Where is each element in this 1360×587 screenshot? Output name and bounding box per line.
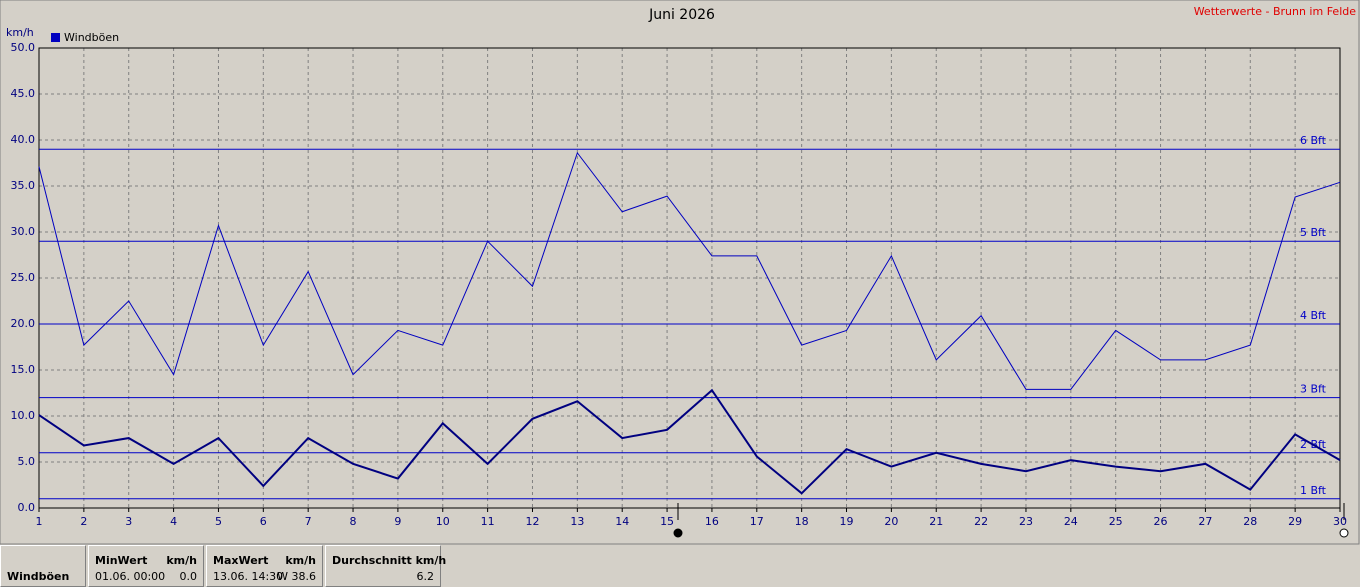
x-tick-label: 15 [660,515,674,528]
x-tick-label: 26 [1154,515,1168,528]
x-tick-label: 8 [350,515,357,528]
x-tick-label: 23 [1019,515,1033,528]
x-tick-label: 11 [481,515,495,528]
x-tick-label: 22 [974,515,988,528]
y-tick-label: 40.0 [11,133,36,146]
x-tick-label: 14 [615,515,629,528]
stats-table: Windböen MinWert km/h 01.06. 00:00 0.0 M… [0,545,1360,587]
reference-label: 1 Bft [1300,484,1327,497]
value: W 38.6 [277,570,316,583]
x-tick-label: 12 [525,515,539,528]
y-tick-label: 0.0 [18,501,36,514]
x-tick-label: 25 [1109,515,1123,528]
header: Durchschnitt km/h [332,554,447,567]
legend-swatch [51,33,60,42]
y-tick-label: 35.0 [11,179,36,192]
x-tick-label: 17 [750,515,764,528]
header: MaxWert [213,554,269,567]
legend-label: Windböen [64,31,119,44]
x-tick-label: 3 [125,515,132,528]
row-label: Windböen [7,570,70,583]
x-tick-label: 16 [705,515,719,528]
reference-label: 6 Bft [1300,134,1327,147]
y-tick-label: 30.0 [11,225,36,238]
x-tick-label: 19 [840,515,854,528]
x-tick-label: 13 [570,515,584,528]
y-tick-label: 25.0 [11,271,36,284]
new-moon-icon [673,528,683,538]
source: Wetterwerte - Brunn im Felde [1194,5,1357,18]
x-tick-label: 27 [1198,515,1212,528]
x-tick-label: 28 [1243,515,1257,528]
stats-cell: Durchschnitt km/h 6.2 [325,545,446,587]
chart: Juni 2026 Wetterwerte - Brunn im Felde k… [0,0,1360,545]
value: 6.2 [416,570,435,583]
unit: km/h [285,554,316,567]
time: 13.06. 14:30 [213,570,284,583]
reference-label: 5 Bft [1300,226,1327,239]
chart-title: Juni 2026 [648,7,715,23]
series-line [38,388,1341,495]
x-tick-label: 1 [36,515,43,528]
x-tick-label: 21 [929,515,943,528]
value: 0.0 [179,570,198,583]
x-tick-label: 5 [215,515,222,528]
y-tick-label: 5.0 [18,455,36,468]
plot-frame [38,47,1341,509]
stats-cell: Windböen [0,545,86,587]
chart-panel [0,0,1360,545]
stats-cell: MinWert km/h 01.06. 00:00 0.0 [88,545,204,587]
y-tick-label: 45.0 [11,87,36,100]
full-moon-icon [1339,528,1349,538]
x-tick-label: 24 [1064,515,1078,528]
series-line [38,151,1341,390]
y-axis-label: km/h [6,26,34,39]
x-tick-label: 4 [170,515,177,528]
y-tick-label: 15.0 [11,363,36,376]
y-tick-label: 10.0 [11,409,36,422]
stats-cell: MaxWert km/h 13.06. 14:30 W 38.6 [206,545,323,587]
unit: km/h [166,554,197,567]
x-tick-label: 6 [260,515,267,528]
y-tick-label: 20.0 [11,317,36,330]
x-tick-label: 29 [1288,515,1302,528]
x-tick-label: 10 [436,515,450,528]
x-tick-label: 7 [305,515,312,528]
x-tick-label: 2 [80,515,87,528]
reference-label: 3 Bft [1300,383,1327,396]
y-tick-label: 50.0 [11,41,36,54]
reference-label: 4 Bft [1300,309,1327,322]
header: MinWert [95,554,148,567]
x-tick-label: 18 [795,515,809,528]
x-tick-label: 30 [1333,515,1347,528]
time: 01.06. 00:00 [95,570,166,583]
x-tick-label: 20 [884,515,898,528]
x-tick-label: 9 [394,515,401,528]
